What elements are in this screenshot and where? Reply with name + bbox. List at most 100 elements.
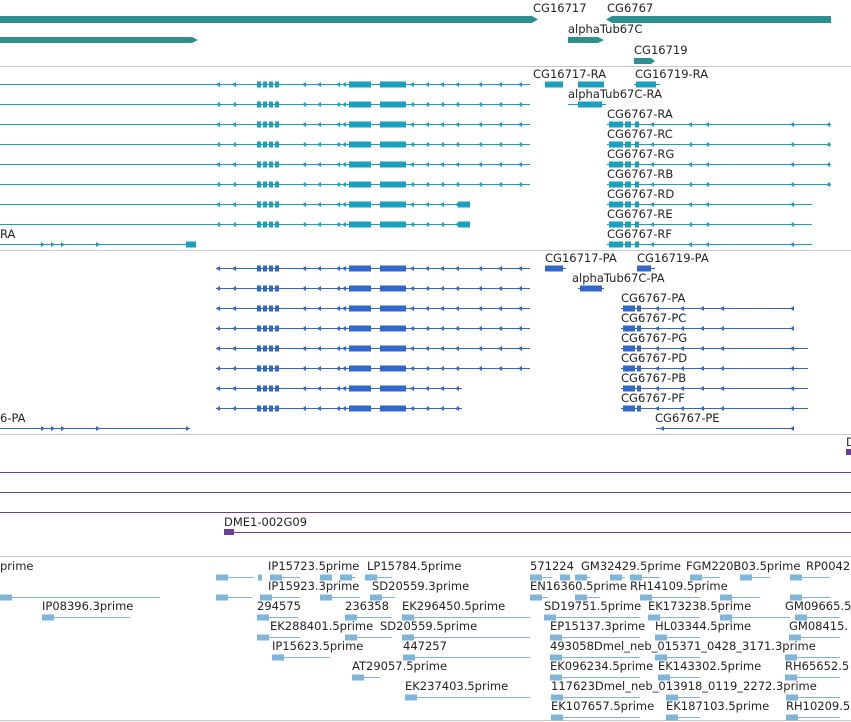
- rna-row-6[interactable]: [0, 181, 530, 188]
- label-sd19751: SD19751.5prime: [544, 599, 642, 613]
- label-rp0042: RP0042: [806, 559, 851, 573]
- label-294575: 294575: [257, 599, 301, 613]
- label-alphatub67c-ra: alphaTub67C-RA: [568, 87, 662, 101]
- protein-left-pa[interactable]: [0, 426, 190, 431]
- label-cg6767-rd: CG6767-RD: [607, 187, 675, 201]
- protein-row-1[interactable]: [216, 265, 530, 272]
- label-cg16717-ra: CG16717-RA: [533, 67, 607, 81]
- clone-dme1-block[interactable]: [224, 529, 234, 535]
- gene-cg16717[interactable]: [0, 16, 532, 23]
- label-gm09665: GM09665.5: [785, 599, 851, 613]
- protein-cg6767-pe[interactable]: [656, 426, 794, 431]
- label-cg6767-pa: CG6767-PA: [621, 291, 686, 305]
- est-track: [0, 574, 840, 721]
- label-ek173238: EK173238.5prime: [648, 599, 752, 613]
- label-cg6767-ra: CG6767-RA: [607, 107, 673, 121]
- label-gm32429: GM32429.5prime: [581, 559, 681, 573]
- rna-row-1[interactable]: [0, 81, 604, 88]
- rna-cg6767-row-1[interactable]: [607, 121, 831, 128]
- label-hl03344: HL03344.5prime: [655, 619, 752, 633]
- est-row-4[interactable]: [257, 634, 840, 641]
- rna-row-4[interactable]: [0, 141, 530, 148]
- protein-cg6767-row-4[interactable]: [621, 365, 808, 372]
- rna-row-7[interactable]: [0, 201, 470, 208]
- protein-alphatub67c-pa[interactable]: [578, 285, 604, 292]
- label-cg6767-rb: CG6767-RB: [607, 167, 674, 181]
- label-cg16719-pa: CG16719-PA: [637, 251, 709, 265]
- protein-cg6767-row-3[interactable]: [621, 345, 808, 352]
- protein-cg16717-pa[interactable]: [545, 265, 566, 272]
- protein-cg6767-row-1[interactable]: [621, 305, 794, 312]
- label-cg6767-rf: CG6767-RF: [607, 227, 672, 241]
- label-cg6767-pc: CG6767-PC: [621, 311, 687, 325]
- rna-row-8[interactable]: [0, 221, 470, 228]
- rna-cg6767-row-2[interactable]: [607, 141, 831, 148]
- est-row-2[interactable]: [0, 594, 830, 601]
- protein-row-5[interactable]: [216, 345, 530, 352]
- label-cg16719-ra: CG16719-RA: [635, 67, 709, 81]
- label-ip15923: IP15923.3prime: [268, 579, 360, 593]
- protein-cg16719-pa[interactable]: [637, 265, 655, 272]
- protein-row-4[interactable]: [216, 325, 530, 332]
- label-cg6767-rg: CG6767-RG: [607, 147, 675, 161]
- rna-left-ra[interactable]: [0, 241, 196, 248]
- label-ep15137: EP15137.3prime: [550, 619, 646, 633]
- est-row-5[interactable]: [272, 654, 840, 661]
- protein-row-2[interactable]: [216, 285, 530, 292]
- label-en16360: EN16360.5prime: [530, 579, 627, 593]
- label-at29057: AT29057.5prime: [352, 659, 448, 673]
- label-gm08415: GM08415.: [789, 619, 849, 633]
- protein-track: [0, 265, 808, 431]
- gene-cg6767[interactable]: [612, 16, 831, 23]
- rna-cg6767-row-3[interactable]: [607, 161, 831, 168]
- protein-cg6767-row-6[interactable]: [621, 405, 808, 412]
- protein-row-7[interactable]: [216, 385, 462, 392]
- label-cg6767: CG6767: [607, 1, 654, 15]
- est-row-3[interactable]: [42, 614, 840, 621]
- protein-row-8[interactable]: [216, 405, 462, 412]
- clone-track: [0, 449, 851, 535]
- label-447257: 447257: [403, 639, 447, 653]
- rna-cg6767-row-4[interactable]: [607, 181, 831, 188]
- label-cg16717: CG16717: [533, 1, 587, 15]
- transcript-track: [0, 81, 831, 248]
- rna-row-3[interactable]: [0, 121, 530, 128]
- label-dmel-015371: 493058Dmel_neb_015371_0428_3171.3prime: [550, 639, 816, 653]
- clone-edge-block[interactable]: [846, 449, 851, 455]
- gene-left[interactable]: [0, 37, 192, 43]
- protein-cg6767-row-5[interactable]: [621, 385, 808, 392]
- protein-cg6767-row-2[interactable]: [621, 325, 794, 332]
- rna-cg6767-row-7[interactable]: [607, 241, 812, 248]
- est-row-8[interactable]: [551, 714, 840, 721]
- est-row-7[interactable]: [405, 694, 840, 701]
- label-ek143302: EK143302.5prime: [658, 659, 762, 673]
- rna-cg6767-row-5[interactable]: [607, 201, 812, 208]
- label-ip08396: IP08396.3prime: [42, 599, 134, 613]
- label-ek296450: EK296450.5prime: [402, 599, 506, 613]
- est-row-6[interactable]: [352, 674, 840, 681]
- protein-row-6[interactable]: [216, 365, 530, 372]
- protein-row-3[interactable]: [216, 305, 530, 312]
- label-left-pa: 6-PA: [0, 411, 26, 425]
- label-cg6767-pb: CG6767-PB: [621, 371, 687, 385]
- gene-cg16719[interactable]: [634, 58, 651, 64]
- gene-alphatub67c[interactable]: [568, 37, 598, 43]
- rna-row-2[interactable]: [0, 101, 530, 108]
- label-236358: 236358: [345, 599, 389, 613]
- label-cg16717-pa: CG16717-PA: [545, 251, 617, 265]
- label-dme1: DME1-002G09: [224, 515, 308, 529]
- rna-cg16719-ra[interactable]: [634, 81, 660, 88]
- label-clone-edge: D: [846, 435, 851, 449]
- label-ip15723: IP15723.5prime: [268, 559, 360, 573]
- est-row-1[interactable]: [216, 574, 830, 581]
- label-left-ra: RA: [0, 227, 16, 241]
- rna-row-5[interactable]: [0, 161, 530, 168]
- label-rh65652: RH65652.5: [785, 659, 850, 673]
- label-cg6767-pe: CG6767-PE: [655, 411, 720, 425]
- rna-cg6767-row-6[interactable]: [607, 221, 812, 228]
- label-alphatub67c: alphaTub67C: [568, 22, 643, 36]
- rna-alphatub67c-ra[interactable]: [568, 101, 606, 108]
- label-ek187103: EK187103.5prime: [666, 699, 770, 713]
